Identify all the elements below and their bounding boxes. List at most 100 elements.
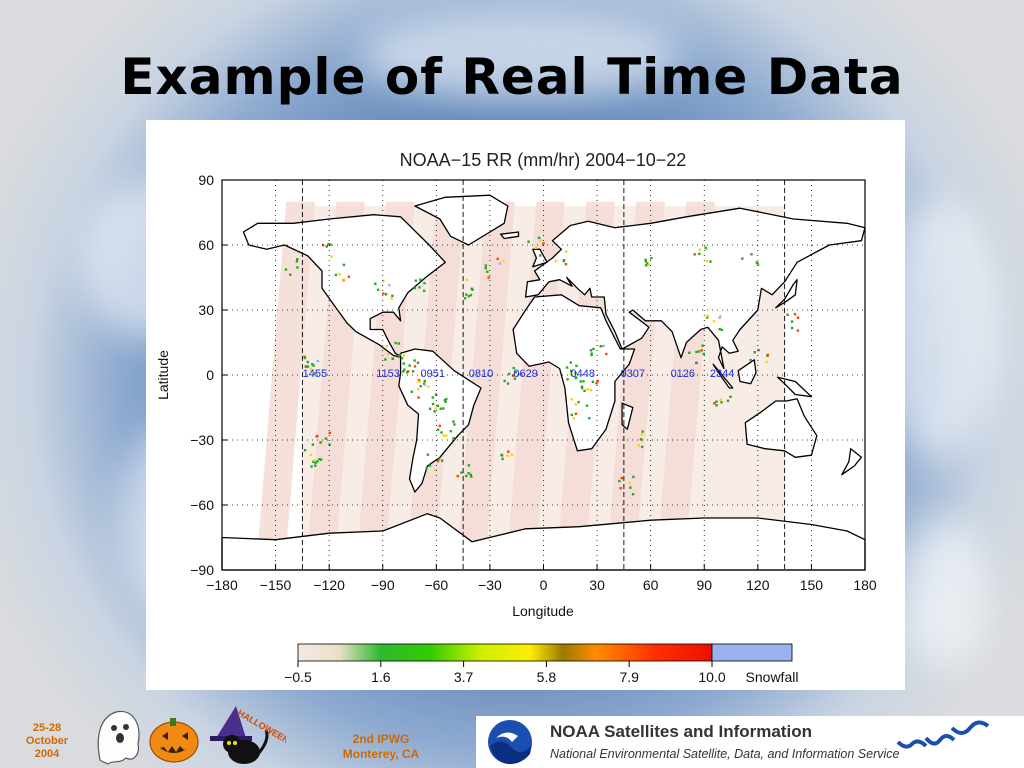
rain-pixel	[391, 294, 394, 297]
footer-date-line: 25-28	[32, 722, 62, 734]
rain-pixel	[423, 289, 426, 293]
rain-pixel	[542, 242, 545, 245]
rain-pixel	[417, 380, 420, 383]
rain-pixel	[629, 486, 632, 489]
rain-pixel	[565, 250, 568, 253]
rain-pixel	[431, 396, 434, 399]
rain-pixel	[569, 373, 573, 376]
rain-pixel	[631, 493, 635, 496]
x-tick-label: −90	[371, 577, 395, 593]
rain-pixel	[449, 430, 452, 433]
rain-pixel	[433, 410, 436, 413]
rain-pixel	[434, 468, 437, 472]
rain-pixel	[565, 366, 569, 369]
rain-pixel	[397, 342, 400, 345]
rain-pixel	[406, 371, 409, 374]
rain-pixel	[554, 259, 558, 263]
rain-pixel	[570, 398, 573, 401]
rain-pixel	[467, 464, 471, 467]
rain-pixel	[312, 364, 315, 367]
rain-pixel	[423, 282, 426, 285]
rain-pixel	[295, 260, 299, 263]
rain-pixel	[487, 276, 490, 279]
rain-pixel	[313, 459, 316, 462]
rain-pixel	[304, 365, 307, 368]
landmass-australia	[744, 398, 818, 458]
rain-pixel	[715, 400, 718, 403]
continent-outlines	[221, 194, 866, 571]
rain-pixel	[311, 363, 314, 366]
rain-pixel	[790, 326, 794, 330]
y-tick-label: 0	[206, 367, 214, 383]
rain-pixel	[314, 372, 317, 375]
rain-pixel	[693, 253, 696, 256]
footer-date-line: 2004	[34, 748, 60, 760]
y-tick-label: −30	[190, 432, 214, 448]
rain-pixel	[314, 461, 317, 464]
rain-pixel	[467, 472, 470, 475]
snow-pixel	[498, 262, 502, 265]
noaa-banner-title: NOAA Satellites and Information	[550, 722, 812, 741]
rain-pixel	[527, 240, 530, 243]
rain-pixel	[705, 247, 708, 251]
landmass-north-america	[242, 214, 446, 359]
rain-pixel	[580, 385, 584, 388]
rain-pixel	[385, 345, 388, 348]
rain-pixel	[697, 350, 701, 353]
rain-pixel	[496, 257, 499, 261]
rain-pixel	[403, 368, 406, 371]
rain-pixel	[574, 403, 577, 406]
rain-pixel	[428, 407, 432, 410]
rain-pixel	[619, 487, 622, 490]
rain-pixel	[511, 374, 515, 377]
rain-pixel	[574, 372, 577, 375]
rain-pixel	[452, 436, 455, 440]
rain-pixel	[500, 454, 504, 457]
rain-rate-map: NOAA−15 RR (mm/hr) 2004−10−22 Latitude L…	[155, 150, 877, 685]
plot-panel: NOAA−15 RR (mm/hr) 2004−10−22 Latitude L…	[146, 120, 905, 690]
x-tick-label: 60	[643, 577, 659, 593]
rain-pixel	[413, 286, 417, 290]
rain-pixel	[569, 361, 572, 364]
rain-pixel	[444, 400, 447, 404]
rain-pixel	[386, 353, 390, 356]
rain-pixel	[641, 430, 644, 433]
landmass-new-guinea	[776, 376, 813, 398]
overpass-time-label: 0307	[621, 368, 645, 380]
landmass-south-america	[398, 348, 482, 493]
rain-pixel	[322, 243, 325, 247]
rain-pixel	[484, 266, 487, 270]
rain-pixel	[719, 398, 722, 401]
rain-pixel	[465, 474, 468, 478]
overpass-time-label: 2344	[710, 368, 734, 380]
rain-pixel	[384, 293, 388, 296]
x-tick-label: 150	[800, 577, 824, 593]
rain-pixel	[431, 402, 435, 406]
rain-pixel	[580, 386, 584, 390]
rain-pixel	[591, 380, 595, 383]
rain-pixel	[706, 314, 709, 318]
footer-date-line: October	[25, 735, 69, 747]
rain-pixel	[765, 360, 768, 364]
rain-pixel	[471, 288, 474, 291]
rain-pixel	[434, 407, 437, 410]
rain-pixel	[605, 352, 608, 356]
ghost-icon	[97, 710, 140, 765]
rain-pixel	[586, 388, 589, 391]
colorbar: Snowfall −0.5 1.6 3.7 5.8 7.9 10.0	[284, 643, 798, 685]
rain-pixel	[397, 355, 400, 358]
rain-pixel	[382, 279, 385, 283]
rain-pixel	[598, 345, 601, 348]
footer-conference-line: 2nd IPWG	[352, 732, 410, 746]
rain-pixel	[417, 396, 420, 399]
rain-pixel	[713, 402, 716, 405]
rain-pixel	[575, 364, 578, 368]
rain-pixel	[284, 268, 288, 271]
rain-pixel	[306, 360, 309, 364]
colorbar-gradient	[297, 643, 713, 662]
rain-pixel	[574, 412, 578, 415]
rain-pixel	[467, 295, 471, 298]
rain-pixel	[394, 341, 397, 345]
rain-pixel	[741, 257, 744, 260]
rain-pixel	[588, 417, 591, 420]
